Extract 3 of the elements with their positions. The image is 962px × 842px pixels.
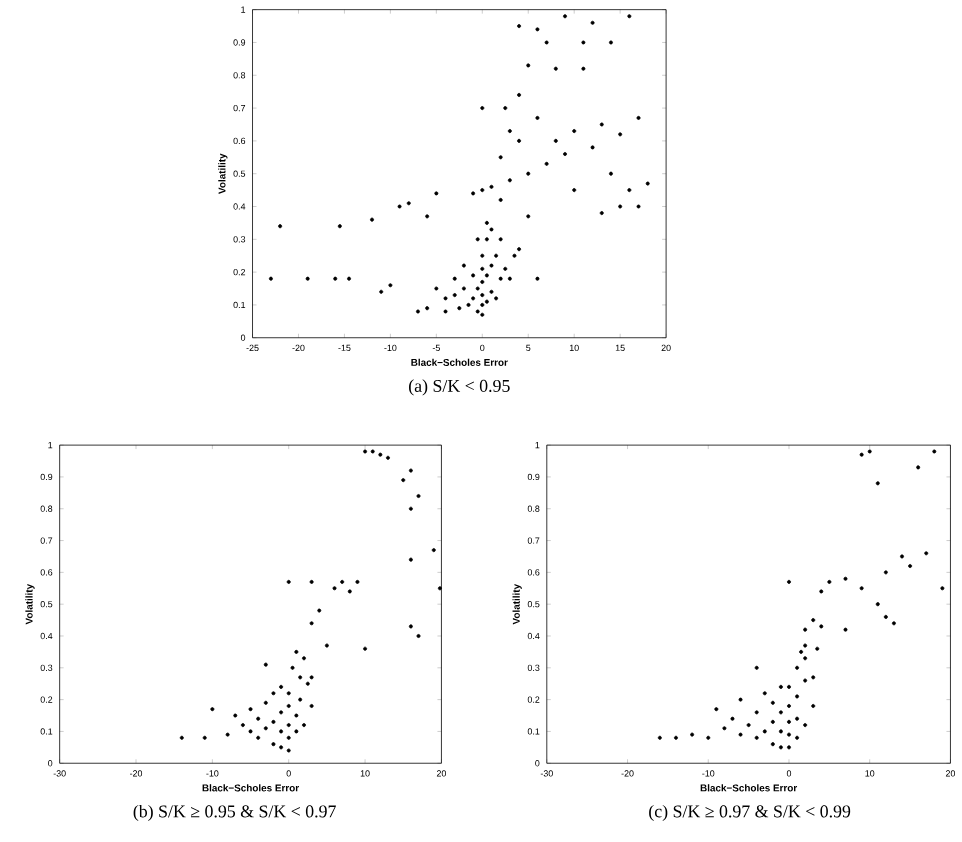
text: (c) S/K ≥ 0.97 & S/K < 0.99 [649, 804, 851, 821]
text: (b) S/K ≥ 0.95 & S/K < 0.97 [133, 804, 336, 821]
text: (a) S/K < 0.95 [409, 379, 510, 396]
